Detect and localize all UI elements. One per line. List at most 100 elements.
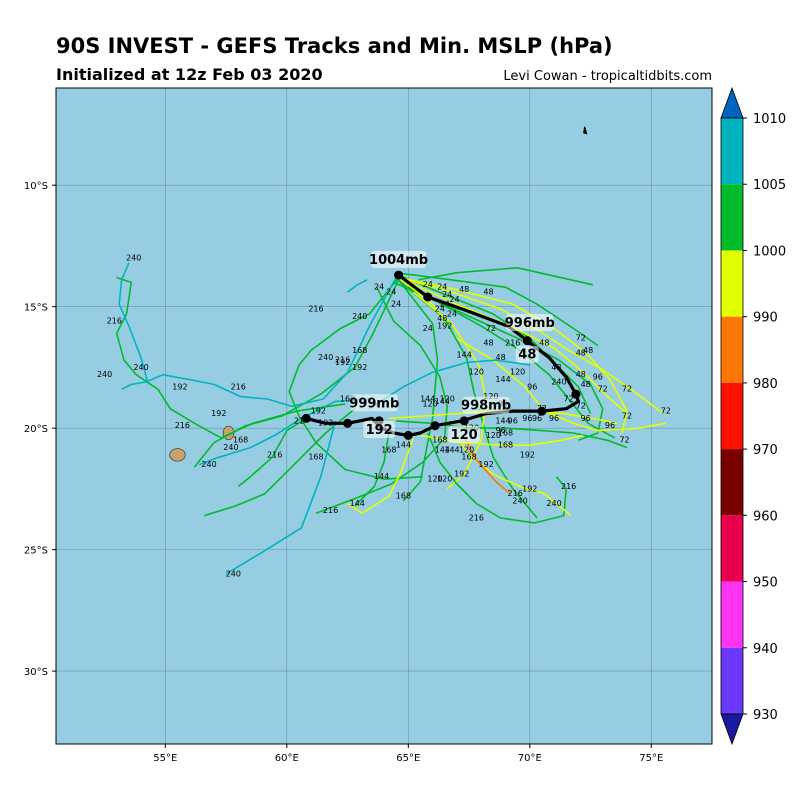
colorbar-label: 980: [753, 377, 778, 392]
ensemble-hour-label: 240: [512, 496, 527, 505]
mean-track-point: [571, 389, 581, 399]
ensemble-hour-label: 192: [172, 382, 187, 391]
ensemble-hour-label: 120: [440, 394, 455, 403]
ensemble-hour-label: 24: [374, 283, 384, 292]
ensemble-hour-label: 168: [498, 441, 513, 450]
ensemble-hour-label: 72: [576, 334, 586, 343]
ensemble-hour-label: 120: [459, 445, 474, 454]
ensemble-track: [407, 286, 604, 442]
ensemble-hour-label: 120: [423, 399, 438, 408]
hour-label-box: [448, 425, 480, 443]
mean-track-point: [394, 270, 404, 280]
ensemble-hour-label: 192: [520, 450, 535, 459]
colorbar-bottom-arrow: [720, 713, 744, 746]
ensemble-hour-label: 72: [661, 407, 671, 416]
ensemble-hour-label: 168: [352, 346, 367, 355]
mean-track-point: [403, 430, 413, 440]
colorbar-segment: [721, 449, 743, 516]
colorbar-segment: [721, 250, 743, 317]
ensemble-hour-label: 168: [340, 394, 355, 403]
ensemble-hour-label: 216: [267, 450, 282, 459]
mean-track-point: [301, 413, 311, 423]
pressure-label-box: [506, 314, 554, 332]
ensemble-hour-label: 168: [498, 428, 513, 437]
chart-subtitle: Initialized at 12z Feb 03 2020: [56, 65, 323, 84]
ensemble-hour-label: 120: [427, 475, 442, 484]
ensemble-hour-label: 216: [308, 305, 323, 314]
ensemble-track: [398, 276, 664, 415]
ensemble-hour-label: 144: [444, 445, 459, 454]
colorbar-top-arrow: [720, 86, 744, 119]
ensemble-hour-label: 24: [437, 283, 447, 292]
ensemble-hour-label: 48: [581, 380, 591, 389]
ensemble-hour-label: 240: [226, 569, 241, 578]
ensemble-hour-label: 48: [437, 314, 447, 323]
lon-tick-label: 55°E: [153, 753, 177, 764]
ensemble-hour-label: 144: [457, 351, 472, 360]
ensemble-hour-label: 48: [576, 370, 586, 379]
hour-label: 192: [366, 423, 393, 438]
ensemble-hour-label: 240: [201, 460, 216, 469]
ensemble-hour-label: 240: [318, 353, 333, 362]
colorbar-label: 940: [753, 642, 778, 657]
ensemble-hour-label: 216: [175, 421, 190, 430]
ensemble-hour-label: 21: [294, 416, 304, 425]
ensemble-track: [203, 408, 356, 517]
ensemble-hour-label: 240: [126, 254, 141, 263]
ensemble-hour-label: 216: [508, 489, 523, 498]
ensemble-hour-label: 240: [352, 312, 367, 321]
ensemble-hour-label: 192: [352, 363, 367, 372]
lat-tick-label: 10°S: [24, 181, 48, 192]
ensemble-hour-label: 168: [308, 453, 323, 462]
colorbar-label: 950: [753, 576, 778, 591]
ensemble-hour-label: 72: [622, 411, 632, 420]
colorbar-frame: [720, 117, 744, 715]
ensemble-hour-label: 24: [447, 309, 457, 318]
colorbar-label: 930: [753, 708, 778, 723]
ensemble-hour-label: 72: [622, 385, 632, 394]
ensemble-hour-label: 48: [459, 285, 469, 294]
mean-track-point: [343, 418, 353, 428]
lon-tick-label: 65°E: [396, 753, 420, 764]
ensemble-hour-label: 168: [461, 453, 476, 462]
colorbar-label: 970: [753, 443, 778, 458]
plot-frame: [55, 87, 713, 745]
ensemble-hour-label: 192: [454, 470, 469, 479]
ensemble-hour-label: 48: [483, 339, 493, 348]
ensemble-track: [417, 267, 594, 286]
colorbar-label: 960: [753, 509, 778, 524]
ensemble-track: [115, 276, 346, 439]
ensemble-hour-label: 96: [522, 414, 532, 423]
ensemble-hour-label: 120: [510, 368, 525, 377]
lat-tick-label: 25°S: [24, 546, 48, 557]
ensemble-track: [453, 432, 572, 517]
colorbar-segment: [721, 647, 743, 714]
ensemble-hour-label: 48: [583, 346, 593, 355]
ensemble-hour-label: 24: [423, 324, 433, 333]
mean-track-point: [430, 421, 440, 431]
reunion-island: [169, 448, 186, 462]
ensemble-track: [347, 279, 368, 293]
ensemble-hour-label: 24: [386, 288, 396, 297]
mean-track-point: [522, 336, 532, 346]
ensemble-track: [398, 276, 666, 432]
ensemble-hour-label: 144: [396, 441, 411, 450]
mean-track-point: [459, 416, 469, 426]
ensemble-hour-label: 48: [539, 339, 549, 348]
ensemble-hour-label: 48: [496, 353, 506, 362]
ensemble-track: [403, 279, 628, 415]
colorbar-segment: [721, 382, 743, 450]
ensemble-hour-label: 240: [546, 499, 561, 508]
colorbar-segment: [721, 118, 743, 185]
pressure-label-box: [462, 396, 510, 414]
colorbar-segment: [721, 515, 743, 582]
lon-tick-label: 70°E: [518, 753, 542, 764]
pressure-label: 999mb: [349, 396, 399, 411]
ensemble-hour-label: 216: [323, 506, 338, 515]
ensemble-hour-label: 72: [598, 385, 608, 394]
ensemble-hour-label: 192: [437, 322, 452, 331]
ensemble-track: [347, 437, 414, 514]
ensemble-hour-label: 216: [469, 513, 484, 522]
